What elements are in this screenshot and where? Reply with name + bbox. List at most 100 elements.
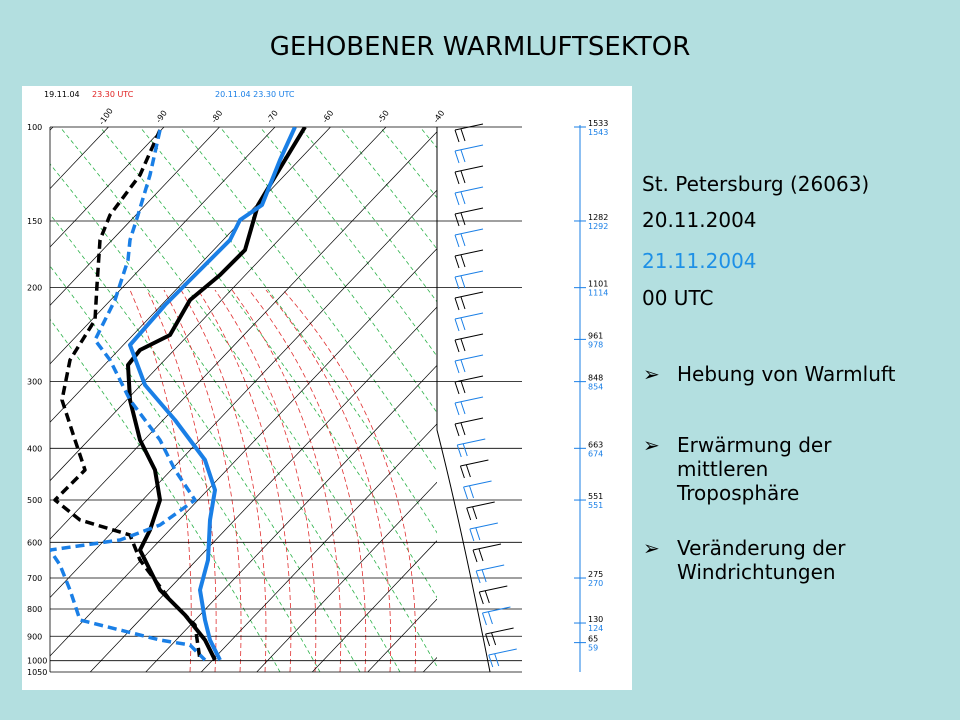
run-1-time: 23.30 UTC (92, 90, 134, 99)
dry-adiabat (99, 127, 437, 599)
pressure-label: 150 (27, 217, 42, 226)
wind-barb (488, 648, 517, 668)
height-label-2: 674 (588, 449, 603, 458)
isotherm (89, 306, 437, 672)
isotherm (50, 131, 437, 540)
isotherm (50, 127, 220, 306)
height-label-2: 1543 (588, 128, 608, 137)
moist-adiabat (248, 289, 367, 672)
moist-adiabat (282, 289, 417, 672)
dry-adiabat (59, 127, 437, 668)
height-label-1: 961 (588, 331, 603, 340)
pressure-label: 200 (27, 284, 42, 293)
pressure-label: 1050 (27, 668, 47, 677)
height-label-1: 1533 (588, 119, 608, 128)
diagram-background (22, 86, 632, 690)
run-1-date: 19.11.04 (44, 90, 80, 99)
height-label-2: 551 (588, 501, 603, 510)
pressure-label: 400 (27, 444, 42, 453)
diagram-axes: 10015020030040050060070080090010001050-1… (27, 90, 608, 677)
dry-adiabat (299, 127, 437, 303)
wind-barb (475, 564, 505, 584)
dry-adiabat (139, 127, 437, 534)
height-label-1: 551 (588, 492, 603, 501)
isotherm (145, 364, 437, 672)
bullet: ➢ Hebung von Warmluft (643, 362, 896, 386)
bullet: ➢ Erwärmung der mittleren Troposphäre (643, 433, 903, 505)
moist-adiabat (265, 289, 392, 672)
wind-barb (454, 249, 484, 269)
wind-barb (466, 501, 495, 521)
pressure-label: 600 (27, 538, 42, 547)
wind-barb (478, 585, 508, 605)
moist-adiabat (146, 289, 217, 672)
dewpoint-day2 (50, 129, 207, 662)
wind-barb (459, 459, 489, 479)
wind-barb (454, 354, 484, 374)
wind-barb (454, 144, 484, 164)
height-label-2: 1292 (588, 222, 608, 231)
temperature-day2 (128, 127, 297, 661)
height-label-2: 854 (588, 383, 603, 392)
pressure-label: 300 (27, 378, 42, 387)
wind-barb (463, 480, 492, 500)
height-label-2: 1114 (588, 289, 608, 298)
moist-adiabat (180, 289, 267, 672)
isotherm (200, 423, 437, 672)
dry-adiabat (50, 213, 361, 672)
temperature-day1 (126, 127, 307, 661)
bullet-text: Veränderung der Windrichtungen (677, 536, 846, 584)
wind-barb (472, 543, 502, 563)
height-label-1: 65 (588, 635, 598, 644)
pressure-label: 100 (27, 123, 42, 132)
pressure-label: 700 (27, 574, 42, 583)
pressure-label: 1000 (27, 657, 47, 666)
isotherm (50, 127, 387, 482)
date-2: 21.11.2004 (642, 249, 757, 273)
height-label-2: 270 (588, 579, 603, 588)
isotherm (256, 481, 437, 672)
wind-barb (469, 522, 498, 542)
dry-adiabat (50, 163, 401, 672)
wind-barb (456, 438, 486, 458)
height-label-1: 130 (588, 615, 603, 624)
wind-barb (454, 270, 484, 290)
dry-adiabat (259, 127, 437, 357)
isotherm (50, 248, 437, 657)
height-label-1: 1282 (588, 213, 608, 222)
slide-title: GEHOBENER WARMLUFTSEKTOR (270, 32, 691, 62)
bullet-text: Erwärmung der mittleren Troposphäre (677, 433, 832, 505)
pressure-label: 800 (27, 605, 42, 614)
dewpoint-day1 (53, 129, 202, 661)
wind-barb (454, 228, 484, 248)
height-label-2: 978 (588, 340, 603, 349)
run-2: 20.11.04 23.30 UTC (215, 90, 295, 99)
wind-barb (454, 375, 484, 395)
diagram-grid (50, 127, 437, 672)
moist-adiabat (129, 289, 192, 672)
wind-barb (454, 186, 484, 206)
soundings (50, 127, 307, 662)
wind-barb (454, 165, 484, 185)
dry-adiabat (50, 265, 321, 672)
height-label-1: 275 (588, 570, 603, 579)
bullet-text: Hebung von Warmluft (677, 362, 896, 386)
height-label-1: 663 (588, 440, 603, 449)
dry-adiabat (219, 127, 437, 414)
bullet: ➢ Veränderung der Windrichtungen (643, 536, 903, 584)
dry-adiabat (339, 127, 437, 250)
date-1: 20.11.2004 (642, 208, 757, 232)
isotherm (50, 127, 165, 248)
wind-barb (481, 606, 511, 626)
moist-adiabat (214, 289, 317, 672)
pressure-label: 500 (27, 496, 42, 505)
moist-adiabat (197, 289, 292, 672)
height-label-1: 1101 (588, 280, 608, 289)
isotherm (311, 540, 437, 672)
moist-adiabat (231, 289, 342, 672)
wind-barb (454, 207, 484, 227)
isotherm (50, 189, 437, 599)
dry-adiabat (50, 318, 281, 672)
height-label-2: 124 (588, 624, 603, 633)
